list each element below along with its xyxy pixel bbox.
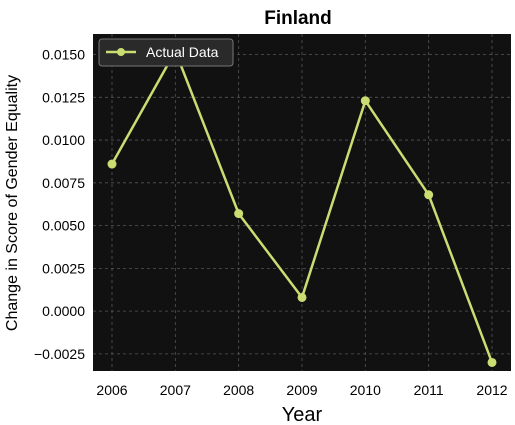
x-axis-label: Year bbox=[282, 404, 323, 425]
y-tick-label: 0.0000 bbox=[42, 303, 85, 319]
y-tick-label: 0.0100 bbox=[42, 132, 85, 148]
data-point bbox=[297, 292, 307, 302]
y-axis-ticks: −0.0025 0.0000 0.0025 0.0050 0.0075 0.0100 0.0… bbox=[34, 47, 85, 362]
chart-title: Finland bbox=[264, 8, 332, 29]
y-tick-label: 0.0150 bbox=[42, 47, 85, 63]
y-tick-label: 0.0125 bbox=[42, 89, 85, 105]
x-tick-label: 2008 bbox=[223, 382, 254, 398]
data-point bbox=[234, 209, 244, 219]
y-tick-label: 0.0075 bbox=[42, 175, 85, 191]
x-tick-label: 2009 bbox=[286, 382, 317, 398]
y-tick-label: 0.0025 bbox=[42, 260, 85, 276]
y-axis-label: Change in Score of Gender Equality bbox=[4, 75, 21, 331]
data-point bbox=[487, 357, 497, 367]
legend-label-actual-data: Actual Data bbox=[146, 44, 219, 60]
x-tick-label: 2006 bbox=[96, 382, 127, 398]
data-point bbox=[360, 96, 370, 106]
x-tick-label: 2007 bbox=[160, 382, 191, 398]
legend-box bbox=[98, 38, 234, 67]
y-tick-label: −0.0025 bbox=[34, 346, 85, 362]
x-axis-ticks: 2006 2007 2008 2009 2010 2011 2012 bbox=[96, 382, 507, 398]
data-point bbox=[424, 190, 434, 200]
y-tick-label: 0.0050 bbox=[42, 218, 85, 234]
legend: Actual Data bbox=[98, 38, 234, 67]
data-point bbox=[107, 159, 117, 169]
x-tick-label: 2011 bbox=[414, 382, 444, 398]
x-tick-label: 2012 bbox=[476, 382, 507, 398]
x-tick-label: 2010 bbox=[350, 382, 381, 398]
legend-marker-swatch bbox=[117, 48, 125, 56]
